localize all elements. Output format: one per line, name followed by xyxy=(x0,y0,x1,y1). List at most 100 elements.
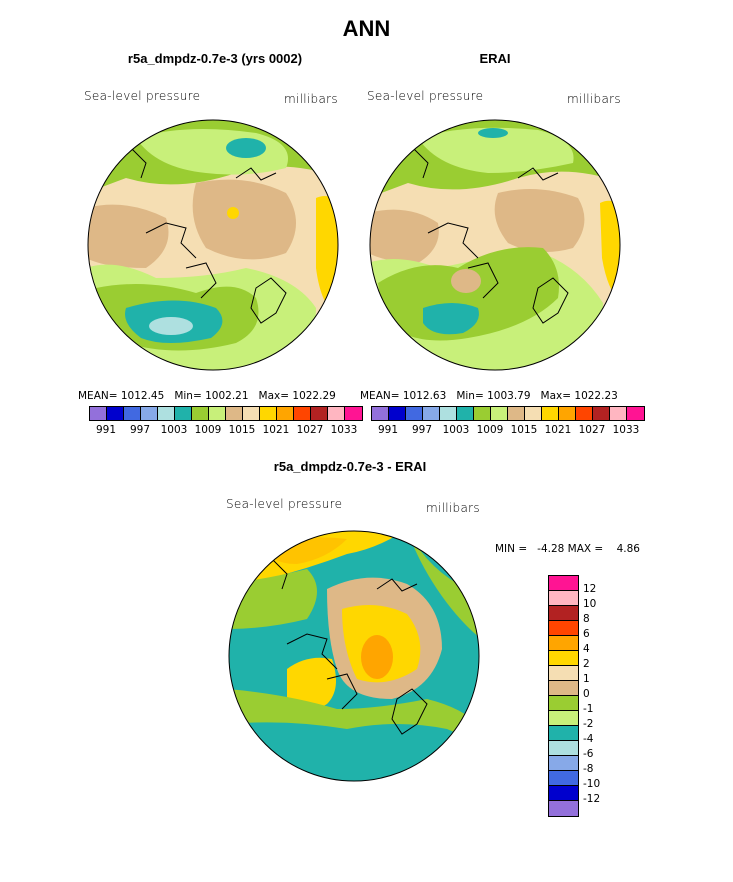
panel2-max-value: 1022.23 xyxy=(574,390,618,402)
colorbar-swatch xyxy=(389,407,406,420)
colorbar-tick-label: 997 xyxy=(129,424,151,436)
colorbar-tick-label: -10 xyxy=(583,778,601,790)
colorbar-swatch xyxy=(209,407,226,420)
colorbar-swatch xyxy=(549,711,578,726)
colorbar-swatch xyxy=(549,801,578,816)
panel3-colorbar-labels: 12 10 8 6 4 2 1 0 -1 -2 -4 -6 -8 -10 -12 xyxy=(583,575,613,815)
panel1-stats: MEAN= 1012.45 Min= 1002.21 Max= 1022.29 xyxy=(78,390,336,402)
colorbar-swatch xyxy=(549,741,578,756)
colorbar-swatch xyxy=(107,407,124,420)
colorbar-swatch xyxy=(124,407,141,420)
panel3-variable-label: Sea-level pressure xyxy=(226,497,343,511)
colorbar-swatch xyxy=(549,591,578,606)
colorbar-swatch xyxy=(627,407,644,420)
panel1-polar-map xyxy=(87,119,339,371)
panel1-mean-value: 1012.45 xyxy=(120,390,165,402)
colorbar-tick-label: 0 xyxy=(583,688,590,700)
colorbar-tick-label: 991 xyxy=(377,424,399,436)
colorbar-swatch xyxy=(158,407,175,420)
colorbar-swatch xyxy=(372,407,389,420)
panel2-subtitle: ERAI xyxy=(479,51,511,66)
panel1-mean-label: MEAN= xyxy=(78,390,118,402)
colorbar-swatch xyxy=(175,407,192,420)
colorbar-swatch xyxy=(549,786,578,801)
colorbar-tick-label: -4 xyxy=(583,733,594,745)
colorbar-swatch xyxy=(549,651,578,666)
colorbar-swatch xyxy=(311,407,328,420)
colorbar-swatch xyxy=(440,407,457,420)
panel3-units-label: millibars xyxy=(426,501,480,515)
panel2-units-label: millibars xyxy=(567,92,621,106)
colorbar-swatch xyxy=(549,771,578,786)
colorbar-tick-label: 10 xyxy=(583,598,597,610)
colorbar-tick-label: 1027 xyxy=(578,424,606,436)
colorbar-swatch xyxy=(549,636,578,651)
panel2-max-label: Max= xyxy=(540,390,572,402)
panel2-stats: MEAN= 1012.63 Min= 1003.79 Max= 1022.23 xyxy=(360,390,618,402)
colorbar-tick-label: 991 xyxy=(95,424,117,436)
colorbar-swatch xyxy=(542,407,559,420)
colorbar-swatch xyxy=(226,407,243,420)
colorbar-swatch xyxy=(549,696,578,711)
colorbar-tick-label: 1021 xyxy=(544,424,572,436)
colorbar-swatch xyxy=(243,407,260,420)
colorbar-swatch xyxy=(260,407,277,420)
colorbar-swatch xyxy=(192,407,209,420)
colorbar-swatch xyxy=(549,681,578,696)
panel3-colorbar xyxy=(548,575,579,817)
colorbar-swatch xyxy=(549,726,578,741)
colorbar-swatch xyxy=(457,407,474,420)
colorbar-swatch xyxy=(423,407,440,420)
colorbar-tick-label: 2 xyxy=(583,658,590,670)
colorbar-tick-label: -1 xyxy=(583,703,594,715)
figure-title: ANN xyxy=(342,16,391,41)
panel2-mean-label: MEAN= xyxy=(360,390,400,402)
colorbar-swatch xyxy=(474,407,491,420)
colorbar-tick-label: 1 xyxy=(583,673,590,685)
colorbar-swatch xyxy=(610,407,627,420)
colorbar-tick-label: -2 xyxy=(583,718,594,730)
colorbar-swatch xyxy=(549,606,578,621)
panel2-polar-map xyxy=(369,119,621,371)
panel2-min-label: Min= xyxy=(456,390,484,402)
panel1-max-value: 1022.29 xyxy=(292,390,336,402)
colorbar-swatch xyxy=(508,407,525,420)
colorbar-swatch xyxy=(576,407,593,420)
panel2-colorbar xyxy=(371,406,645,421)
panel1-colorbar-labels: 991 997 1003 1009 1015 1021 1027 1033 xyxy=(89,424,361,438)
colorbar-tick-label: 1027 xyxy=(296,424,324,436)
panel1-max-label: Max= xyxy=(258,390,290,402)
colorbar-tick-label: 1015 xyxy=(228,424,256,436)
colorbar-swatch xyxy=(141,407,158,420)
colorbar-swatch xyxy=(406,407,423,420)
colorbar-swatch xyxy=(549,756,578,771)
colorbar-tick-label: -8 xyxy=(583,763,594,775)
colorbar-swatch xyxy=(559,407,576,420)
colorbar-tick-label: 6 xyxy=(583,628,590,640)
colorbar-tick-label: 1009 xyxy=(194,424,222,436)
panel1-colorbar xyxy=(89,406,363,421)
colorbar-tick-label: -6 xyxy=(583,748,594,760)
panel2-mean-value: 1012.63 xyxy=(402,390,447,402)
colorbar-swatch xyxy=(90,407,107,420)
panel3-subtitle: r5a_dmpdz-0.7e-3 - ERAI xyxy=(273,459,427,474)
panel2-min-value: 1003.79 xyxy=(487,390,531,402)
coastlines xyxy=(397,147,569,324)
colorbar-swatch xyxy=(525,407,542,420)
colorbar-swatch xyxy=(549,576,578,591)
colorbar-swatch xyxy=(593,407,610,420)
colorbar-tick-label: 4 xyxy=(583,643,590,655)
panel1-subtitle: r5a_dmpdz-0.7e-3 (yrs 0002) xyxy=(127,51,303,66)
colorbar-swatch xyxy=(328,407,345,420)
panel1-variable-label: Sea-level pressure xyxy=(84,89,201,103)
colorbar-tick-label: 12 xyxy=(583,583,597,595)
panel3-difference-map xyxy=(228,530,480,782)
colorbar-swatch xyxy=(549,666,578,681)
panel1-units-label: millibars xyxy=(284,92,338,106)
colorbar-tick-label: 1003 xyxy=(160,424,188,436)
colorbar-swatch xyxy=(277,407,294,420)
panel2-colorbar-labels: 991 997 1003 1009 1015 1021 1027 1033 xyxy=(371,424,643,438)
colorbar-swatch xyxy=(491,407,508,420)
colorbar-swatch xyxy=(345,407,362,420)
coastlines xyxy=(256,558,428,735)
